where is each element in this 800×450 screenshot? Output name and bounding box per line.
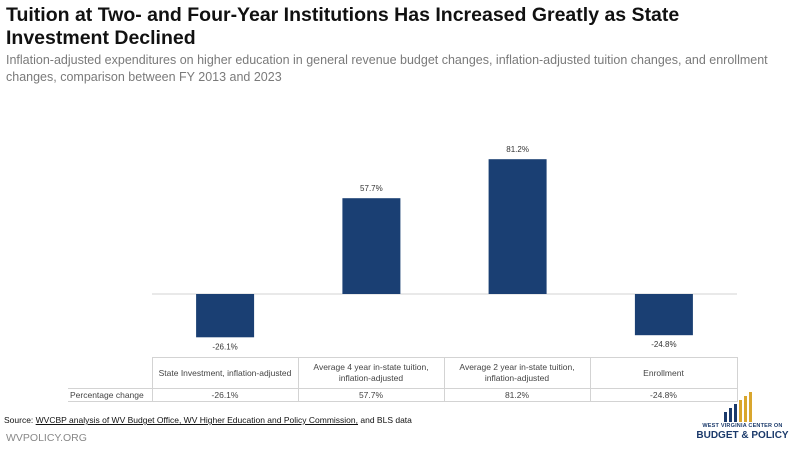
- data-table-value-row: Percentage change -26.1% 57.7% 81.2% -24…: [68, 388, 738, 402]
- data-label: -26.1%: [212, 342, 237, 351]
- data-label: 81.2%: [506, 145, 529, 154]
- data-table-cell: 81.2%: [443, 388, 591, 402]
- bar: [342, 198, 401, 294]
- data-table-row-header: Percentage change: [68, 388, 153, 402]
- source-prefix: Source:: [4, 415, 36, 425]
- logo-text-top: WEST VIRGINIA CENTER ON: [702, 423, 783, 429]
- chart-subtitle: Inflation-adjusted expenditures on highe…: [6, 53, 768, 84]
- data-table-cell: -24.8%: [589, 388, 738, 402]
- data-table-header-row: State Investment, inflation-adjusted Ave…: [68, 357, 738, 389]
- source-suffix: and BLS data: [358, 415, 412, 425]
- source-note: Source: WVCBP analysis of WV Budget Offi…: [4, 415, 412, 425]
- footer-url: WVPOLICY.ORG: [6, 432, 87, 444]
- data-label: 57.7%: [360, 184, 383, 193]
- bar: [196, 294, 255, 338]
- data-table: State Investment, inflation-adjusted Ave…: [68, 357, 738, 402]
- data-table-header: Average 4 year in-state tuition, inflati…: [297, 357, 445, 389]
- logo-bars-icon: [724, 392, 752, 422]
- data-label: -24.8%: [651, 340, 676, 349]
- data-table-cell: -26.1%: [151, 388, 299, 402]
- data-table-header: State Investment, inflation-adjusted: [151, 357, 299, 389]
- bar: [634, 294, 693, 336]
- data-table-header: Average 2 year in-state tuition, inflati…: [443, 357, 591, 389]
- data-table-header: Enrollment: [589, 357, 738, 389]
- data-table-cell: 57.7%: [297, 388, 445, 402]
- data-table-corner: [68, 357, 153, 389]
- wvcbp-logo: WEST VIRGINIA CENTER ON BUDGET & POLICY: [690, 390, 795, 446]
- logo-text-main: BUDGET & POLICY: [696, 430, 789, 441]
- bar: [488, 159, 547, 294]
- source-link[interactable]: WVCBP analysis of WV Budget Office, WV H…: [35, 415, 359, 425]
- chart-title: Tuition at Two- and Four-Year Institutio…: [6, 4, 680, 49]
